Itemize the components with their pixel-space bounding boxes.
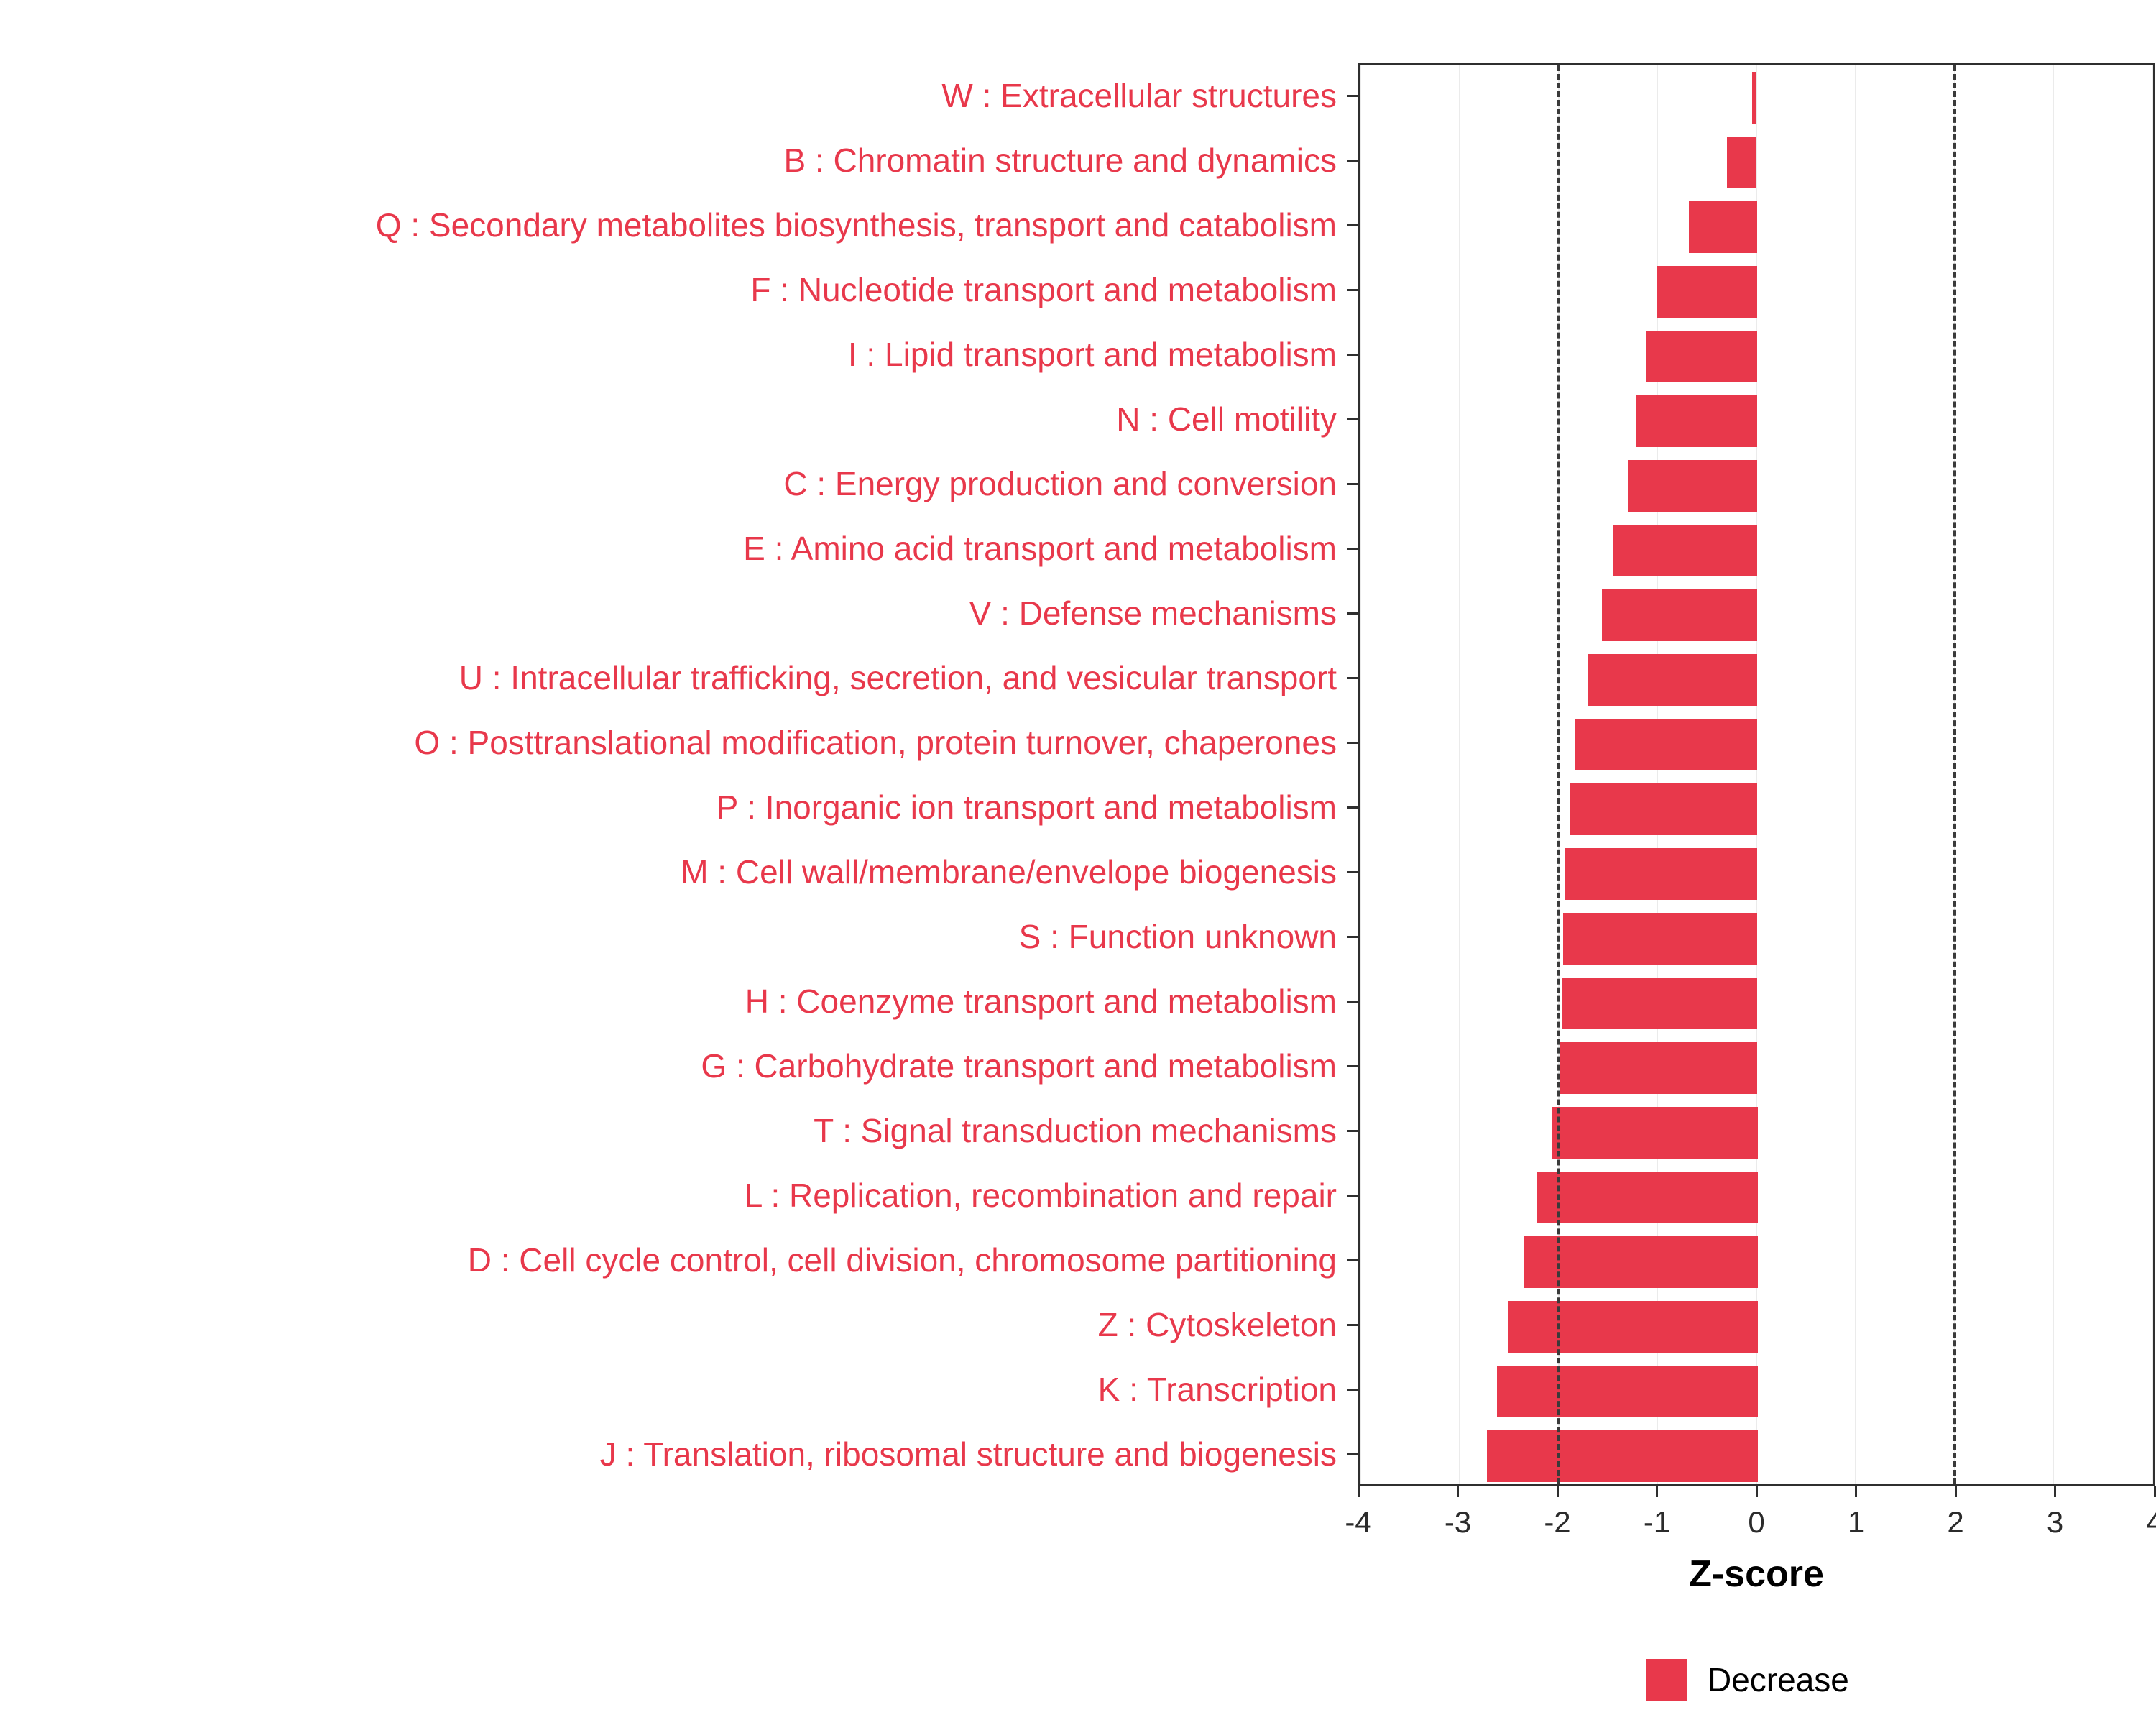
gridline — [1458, 65, 1460, 1484]
bar-O — [1575, 719, 1758, 770]
x-tick — [1556, 1486, 1559, 1497]
category-label: D : Cell cycle control, cell division, c… — [467, 1241, 1337, 1279]
y-tick — [1348, 353, 1358, 356]
x-tick — [1755, 1486, 1758, 1497]
bar-K — [1497, 1366, 1758, 1417]
y-tick — [1348, 741, 1358, 744]
y-tick — [1348, 1259, 1358, 1261]
category-label: F : Nucleotide transport and metabolism — [750, 271, 1337, 308]
x-tick — [1855, 1486, 1857, 1497]
category-label: T : Signal transduction mechanisms — [814, 1112, 1337, 1149]
bar-G — [1559, 1042, 1758, 1094]
category-label: O : Posttranslational modification, prot… — [414, 724, 1337, 761]
y-tick — [1348, 1388, 1358, 1391]
bar-S — [1563, 913, 1758, 965]
gridline — [1657, 65, 1659, 1484]
x-axis-title: Z-score — [1689, 1553, 1824, 1595]
y-tick — [1348, 870, 1358, 873]
x-tick-label: 1 — [1847, 1505, 1865, 1539]
x-tick-label: 4 — [2146, 1505, 2156, 1539]
bar-W — [1752, 72, 1757, 124]
bar-J — [1487, 1430, 1759, 1482]
x-tick-label: 0 — [1748, 1505, 1765, 1539]
y-tick — [1348, 1064, 1358, 1067]
category-label: S : Function unknown — [1018, 918, 1337, 955]
y-tick — [1348, 547, 1358, 550]
y-tick — [1348, 612, 1358, 615]
category-label: B : Chromatin structure and dynamics — [783, 142, 1337, 179]
x-tick — [1357, 1486, 1360, 1497]
x-tick-label: -2 — [1544, 1505, 1571, 1539]
bar-Q — [1689, 201, 1757, 253]
category-label: G : Carbohydrate transport and metabolis… — [701, 1047, 1337, 1085]
category-label: K : Transcription — [1097, 1371, 1337, 1408]
x-tick-label: -3 — [1444, 1505, 1472, 1539]
bar-T — [1552, 1107, 1758, 1159]
category-label: W : Extracellular structures — [941, 77, 1337, 114]
gridline — [1756, 65, 1757, 1484]
y-tick — [1348, 1323, 1358, 1326]
threshold-line — [1557, 65, 1560, 1484]
category-label: Z : Cytoskeleton — [1097, 1306, 1337, 1343]
y-tick — [1348, 1000, 1358, 1003]
bar-V — [1602, 589, 1758, 641]
bar-B — [1726, 137, 1757, 188]
y-tick — [1348, 806, 1358, 809]
x-tick — [1656, 1486, 1658, 1497]
y-tick — [1348, 94, 1358, 97]
y-tick — [1348, 418, 1358, 420]
y-tick — [1348, 288, 1358, 291]
x-tick-label: 2 — [1947, 1505, 1964, 1539]
gridline — [2053, 65, 2055, 1484]
category-label: C : Energy production and conversion — [783, 465, 1337, 502]
gridline — [2152, 65, 2153, 1484]
y-tick — [1348, 482, 1358, 485]
legend: Decrease — [1646, 1659, 1849, 1701]
category-label: H : Coenzyme transport and metabolism — [745, 983, 1337, 1020]
threshold-line — [1953, 65, 1956, 1484]
bar-I — [1645, 331, 1757, 382]
legend-label: Decrease — [1708, 1661, 1849, 1698]
category-label: Q : Secondary metabolites biosynthesis, … — [375, 206, 1337, 244]
x-tick — [1457, 1486, 1459, 1497]
y-tick — [1348, 1129, 1358, 1132]
bar-P — [1569, 783, 1758, 835]
category-label: P : Inorganic ion transport and metaboli… — [716, 788, 1337, 826]
x-tick — [2054, 1486, 2056, 1497]
bar-L — [1537, 1172, 1758, 1223]
y-tick — [1348, 159, 1358, 162]
bar-D — [1524, 1236, 1758, 1288]
gridline — [1360, 65, 1361, 1484]
bar-H — [1561, 978, 1758, 1029]
category-label: M : Cell wall/membrane/envelope biogenes… — [681, 853, 1337, 891]
gridline — [1854, 65, 1856, 1484]
category-label: L : Replication, recombination and repai… — [744, 1177, 1337, 1214]
y-tick — [1348, 935, 1358, 938]
category-label: N : Cell motility — [1116, 400, 1337, 438]
bar-C — [1627, 460, 1757, 512]
category-label: V : Defense mechanisms — [969, 594, 1337, 632]
category-label: E : Amino acid transport and metabolism — [743, 530, 1337, 567]
y-tick — [1348, 1453, 1358, 1455]
category-label: J : Translation, ribosomal structure and… — [599, 1435, 1337, 1473]
x-tick — [2153, 1486, 2156, 1497]
category-label: U : Intracellular trafficking, secretion… — [459, 659, 1337, 696]
x-tick-label: 3 — [2046, 1505, 2064, 1539]
y-tick — [1348, 676, 1358, 679]
x-tick — [1954, 1486, 1957, 1497]
y-tick — [1348, 1194, 1358, 1197]
x-tick-label: -1 — [1643, 1505, 1671, 1539]
bar-E — [1613, 525, 1758, 576]
bar-M — [1565, 848, 1758, 900]
category-label: I : Lipid transport and metabolism — [847, 336, 1337, 373]
bar-N — [1636, 395, 1757, 447]
x-tick-label: -4 — [1345, 1505, 1372, 1539]
plot-panel — [1358, 63, 2155, 1486]
bar-F — [1657, 266, 1757, 318]
legend-swatch-decrease — [1646, 1659, 1687, 1701]
bar-U — [1588, 654, 1758, 706]
y-tick — [1348, 224, 1358, 226]
bar-Z — [1508, 1301, 1758, 1353]
